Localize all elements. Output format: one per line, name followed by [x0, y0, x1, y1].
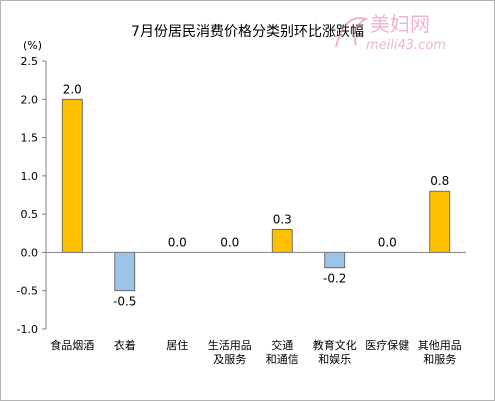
watermark-logo: 美妇网 meili43.com — [335, 12, 446, 53]
y-tick-label: 2.0 — [21, 93, 39, 106]
bars-group — [61, 98, 451, 292]
data-label: 2.0 — [63, 82, 82, 96]
y-axis: -1.0 -0.5 0.0 0.5 1.0 1.5 2.0 2.5 — [17, 55, 47, 336]
y-tick-label: 1.5 — [21, 132, 39, 145]
data-label: 0.8 — [430, 174, 449, 188]
x-tick-label: 和服务 — [423, 353, 456, 366]
watermark-cn-text: 美妇网 — [370, 12, 430, 36]
x-tick-label: 衣着 — [114, 338, 136, 352]
y-tick-label: 1.0 — [21, 170, 39, 183]
y-unit-label: (%) — [23, 39, 43, 52]
data-label: -0.2 — [323, 272, 346, 286]
x-tick-label: 其他用品 — [418, 339, 462, 352]
y-tick-label: 0.5 — [21, 208, 39, 221]
bar — [429, 190, 451, 253]
data-label: 0.0 — [168, 235, 187, 249]
x-tick-label: 交通 — [271, 338, 293, 352]
x-tick-label: 医疗保健 — [365, 338, 409, 352]
watermark-swirl-icon — [335, 17, 369, 48]
x-tick-label: 教育文化 — [313, 338, 357, 352]
x-tick-label: 及服务 — [213, 353, 246, 366]
x-tick-label: 生活用品 — [208, 338, 252, 352]
y-tick-label: 2.5 — [21, 55, 39, 68]
chart-title: 7月份居民消费价格分类别环比涨跌幅 — [131, 24, 364, 40]
bar — [271, 229, 293, 253]
y-tick-label: -1.0 — [17, 323, 38, 336]
x-tick-label: 居住 — [166, 338, 188, 352]
x-tick-label: 食品烟酒 — [50, 338, 94, 352]
watermark-url-text: meili43.com — [366, 38, 446, 53]
bar — [114, 252, 136, 292]
data-label: 0.0 — [378, 235, 397, 249]
bar — [61, 98, 83, 253]
y-tick-label: -0.5 — [17, 285, 38, 298]
data-labels-group: 2.0 -0.5 0.0 0.0 0.3 -0.2 0.0 0.8 — [63, 82, 450, 308]
data-label: 0.3 — [273, 212, 292, 226]
data-label: -0.5 — [113, 295, 136, 309]
data-label: 0.0 — [220, 235, 239, 249]
y-tick-label: 0.0 — [21, 246, 39, 259]
bar — [324, 252, 346, 269]
x-tick-label: 和娱乐 — [318, 352, 351, 366]
x-tick-label: 和通信 — [266, 353, 299, 366]
